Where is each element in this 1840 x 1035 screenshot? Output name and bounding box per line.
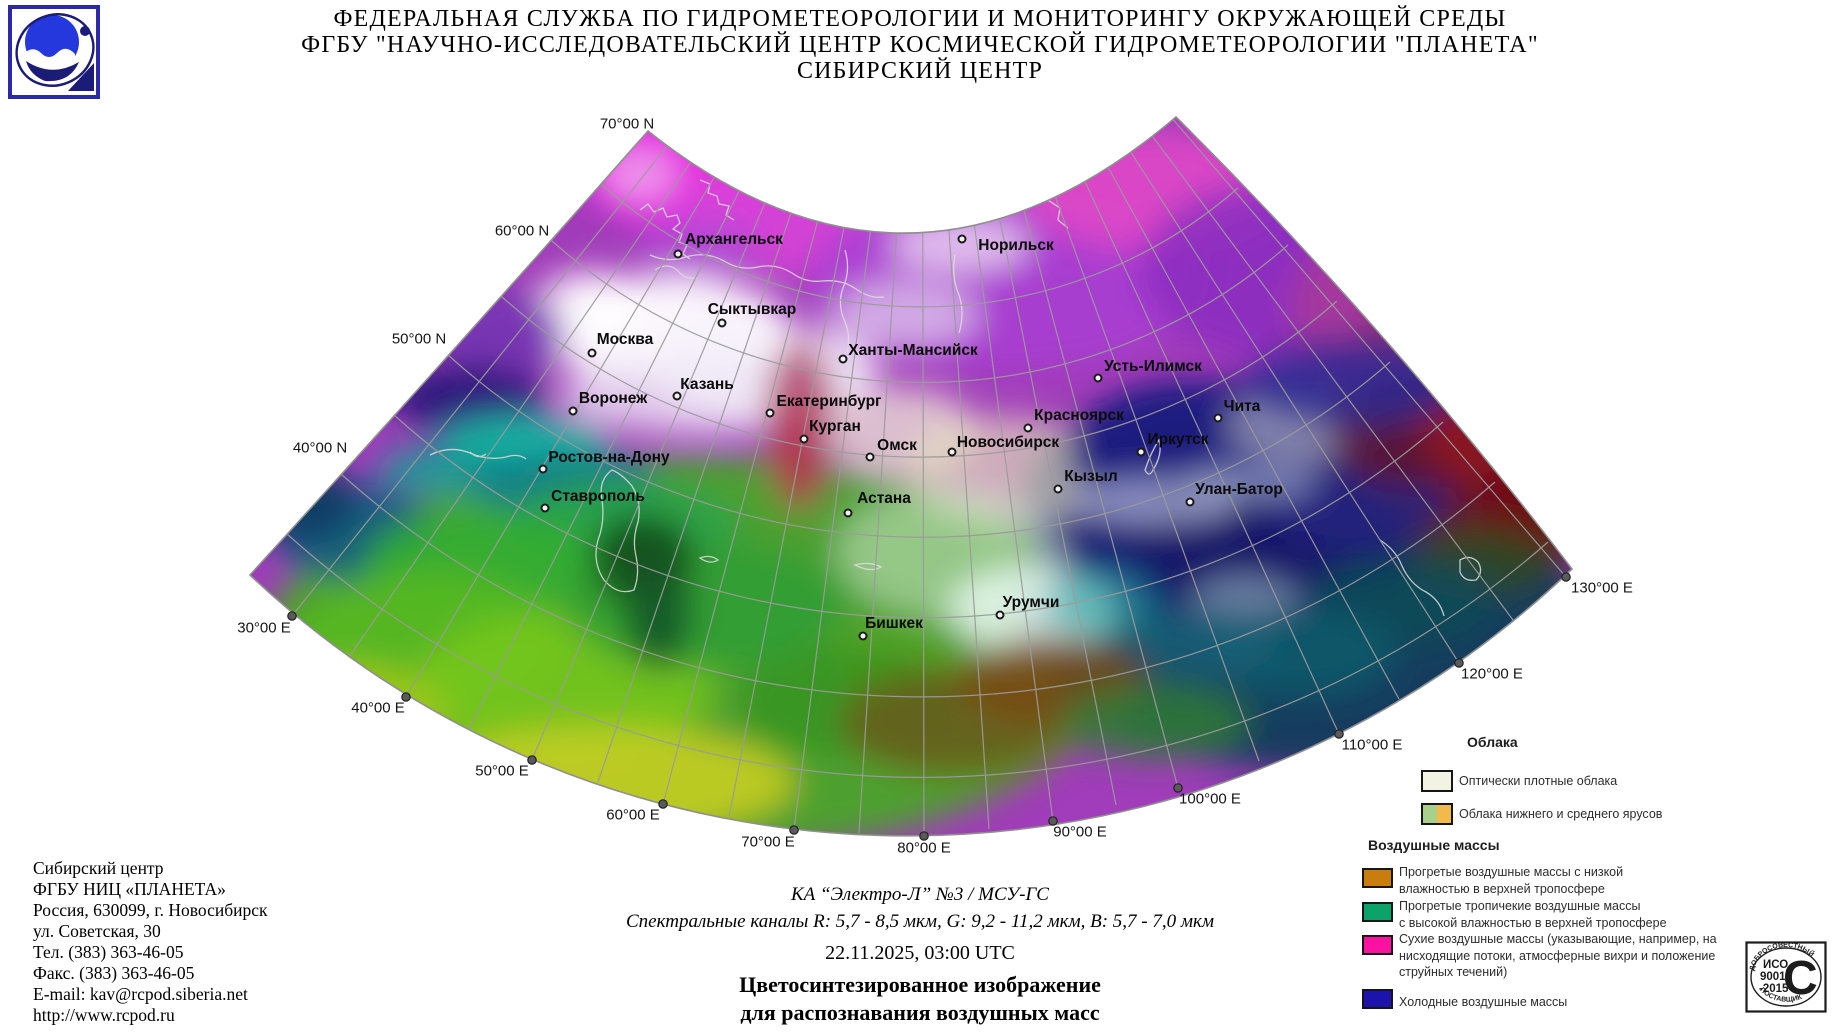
legend-label: Прогретые воздушные массы с низкой влажн… xyxy=(1399,864,1623,897)
legend-airmass-title: Воздушные массы xyxy=(1368,837,1500,853)
contact-url: http://www.rcpod.ru xyxy=(33,1005,175,1025)
legend-label: Холодные воздушные массы xyxy=(1399,994,1567,1011)
legend-label-line: струйных течений) xyxy=(1399,965,1508,979)
contact-line: Россия, 630099, г. Новосибирск xyxy=(33,900,268,920)
header-line-1: ФЕДЕРАЛЬНАЯ СЛУЖБА ПО ГИДРОМЕТЕОРОЛОГИИ … xyxy=(333,6,1507,32)
contact-line: Факс. (383) 363-46-05 xyxy=(33,963,195,983)
iso-num: 9001 xyxy=(1760,971,1786,983)
legend-label-line: с высокой влажностью в верхней тропосфер… xyxy=(1399,915,1667,930)
iso-letter: C xyxy=(1783,952,1818,1005)
legend-label: Облака нижнего и среднего ярусов xyxy=(1459,807,1663,821)
iso-badge-icon: C ИСО 9001 -2015 ДОБРОСОВЕСТНЫЙ ПОСТАВЩИ… xyxy=(1745,941,1827,1013)
planeta-logo xyxy=(8,5,100,99)
legend-swatch-warm-tropical xyxy=(1362,902,1393,922)
contact-line: Сибирский центр xyxy=(33,858,164,878)
legend-label: Прогретые тропичекие воздушные массы с в… xyxy=(1399,898,1667,931)
contact-email: E-mail: kav@rcpod.siberia.net xyxy=(33,984,248,1004)
contact-line: Тел. (383) 363-46-05 xyxy=(33,942,184,962)
header-line-2: ФГБУ "НАУЧНО-ИССЛЕДОВАТЕЛЬСКИЙ ЦЕНТР КОС… xyxy=(301,32,1539,58)
legend-label: Сухие воздушные массы (указывающие, напр… xyxy=(1399,931,1717,981)
iso-text: ИСО xyxy=(1763,959,1788,971)
contact-block: Сибирский центр ФГБУ НИЦ «ПЛАНЕТА» Росси… xyxy=(33,858,268,1026)
legend-label-line: Холодные воздушные массы xyxy=(1399,995,1568,1009)
legend-swatch-warm-dry xyxy=(1362,868,1393,888)
iso-year: -2015 xyxy=(1759,983,1789,995)
caption-satellite: КА “Электро-Л” №3 / МСУ-ГС xyxy=(791,884,1049,905)
header-line-3: СИБИРСКИЙ ЦЕНТР xyxy=(796,58,1044,84)
legend-swatch-dry xyxy=(1362,935,1393,955)
legend-swatch-cold xyxy=(1362,989,1393,1009)
legend-swatch-dense-clouds xyxy=(1421,770,1453,792)
legend-label-line: влажностью в верхней тропосфере xyxy=(1399,881,1605,896)
longitude-ticks xyxy=(287,572,1571,841)
header: ФЕДЕРАЛЬНАЯ СЛУЖБА ПО ГИДРОМЕТЕОРОЛОГИИ … xyxy=(0,6,1840,84)
caption-title-line1: Цветосинтезированное изображение xyxy=(739,972,1101,997)
caption-datetime: 22.11.2025, 03:00 UTC xyxy=(825,942,1015,964)
legend-label-line: Прогретые тропичекие воздушные массы xyxy=(1399,899,1641,913)
planeta-logo-icon xyxy=(8,5,100,99)
legend-label-line: нисходящие потоки, атмосферные вихри и п… xyxy=(1399,948,1716,963)
graticule xyxy=(286,117,1567,836)
contact-line: ФГБУ НИЦ «ПЛАНЕТА» xyxy=(33,879,226,899)
caption-title-line2: для распознавания воздушных масс xyxy=(740,1000,1100,1025)
iso-9001-badge: C ИСО 9001 -2015 ДОБРОСОВЕСТНЫЙ ПОСТАВЩИ… xyxy=(1745,941,1827,1018)
satellite-imagery xyxy=(250,117,1572,836)
legend-swatch-low-mid-clouds xyxy=(1421,803,1453,825)
map-outline xyxy=(248,115,1574,837)
legend-label-line: Прогретые воздушные массы с низкой xyxy=(1399,865,1624,879)
legend-label: Оптически плотные облака xyxy=(1459,774,1618,788)
legend-label-line: Сухие воздушные массы (указывающие, напр… xyxy=(1399,932,1717,946)
contact-line: ул. Советская, 30 xyxy=(33,921,161,941)
legend-clouds-title: Облака xyxy=(1467,734,1518,750)
caption-channels: Спектральные каналы R: 5,7 - 8,5 мкм, G:… xyxy=(625,911,1215,932)
